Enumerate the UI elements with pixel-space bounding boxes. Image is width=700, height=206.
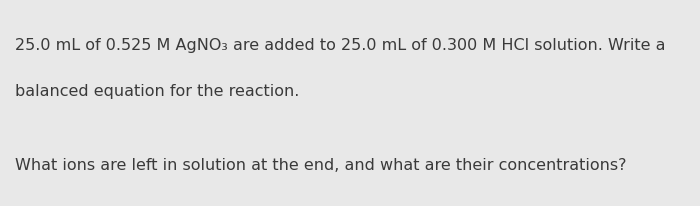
Text: What ions are left in solution at the end, and what are their concentrations?: What ions are left in solution at the en… [15, 157, 627, 172]
Text: balanced equation for the reaction.: balanced equation for the reaction. [15, 83, 300, 98]
Text: 25.0 mL of 0.525 M AgNO₃ are added to 25.0 mL of 0.300 M HCl solution. Write a: 25.0 mL of 0.525 M AgNO₃ are added to 25… [15, 38, 666, 53]
